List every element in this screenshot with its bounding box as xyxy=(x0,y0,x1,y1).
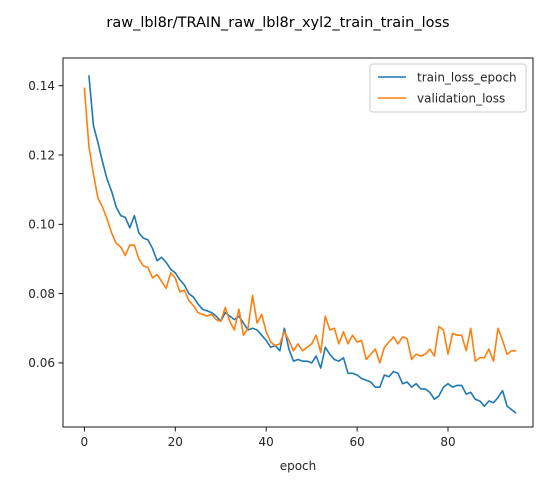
chart-title: raw_lbl8r/TRAIN_raw_lbl8r_xyl2_train_tra… xyxy=(106,15,449,31)
series-line-train-loss-epoch xyxy=(88,75,517,414)
x-tick-label: 40 xyxy=(259,435,274,449)
plot-area xyxy=(63,58,533,427)
y-tick-label: 0.06 xyxy=(28,356,55,370)
axes-frame xyxy=(62,57,534,428)
legend-label: validation_loss xyxy=(417,91,505,105)
axes-layer: 0 20 40 60 80 0.06 0.08 0.10 0.12 0.14 xyxy=(28,57,534,449)
legend-label: train_loss_epoch xyxy=(417,70,517,84)
x-tick-label: 60 xyxy=(349,435,364,449)
x-tick-label: 0 xyxy=(81,435,89,449)
plot-background xyxy=(63,58,533,427)
legend-box xyxy=(369,63,527,113)
x-tick-label: 80 xyxy=(440,435,455,449)
y-tick-label: 0.10 xyxy=(28,218,55,232)
x-axis-title: epoch xyxy=(280,459,317,473)
y-tick-label: 0.14 xyxy=(28,79,55,93)
y-tick-label: 0.08 xyxy=(28,287,55,301)
series-layer xyxy=(83,75,517,414)
x-tick-label: 20 xyxy=(168,435,183,449)
legend: train_loss_epoch validation_loss xyxy=(369,63,527,113)
series-line-validation-loss xyxy=(83,87,517,364)
y-tick-label: 0.12 xyxy=(28,148,55,162)
